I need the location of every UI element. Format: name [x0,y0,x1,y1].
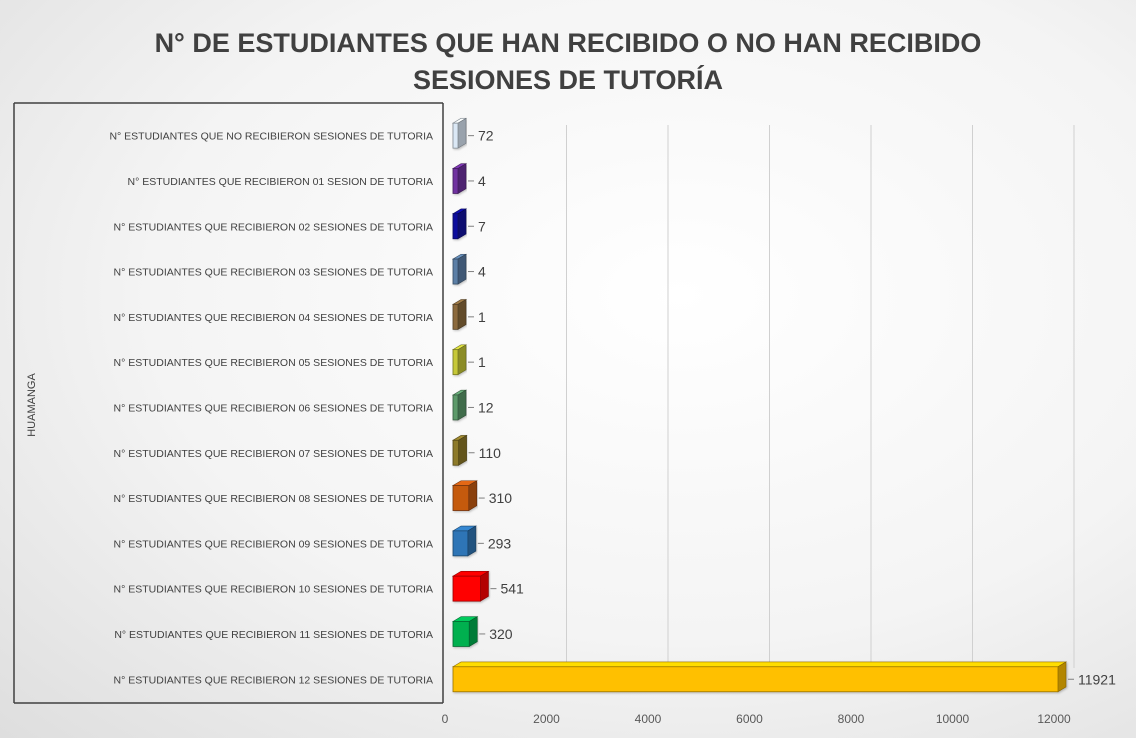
bar [451,661,1068,693]
bars [451,117,1068,693]
category-label: N° ESTUDIANTES QUE RECIBIERON 09 SESIONE… [114,538,433,550]
bar [451,616,479,647]
bar [451,208,468,240]
data-label: 12 [478,399,494,415]
category-label: N° ESTUDIANTES QUE RECIBIERON 12 SESIONE… [114,674,433,686]
data-label: 541 [500,581,524,597]
x-tick-label: 6000 [736,712,763,726]
chart-title-line-2: SESIONES DE TUTORÍA [413,64,723,95]
bar-side [457,344,467,376]
bar-front [452,213,459,240]
category-label: N° ESTUDIANTES QUE RECIBIERON 11 SESIONE… [114,629,433,641]
x-tick-label: 8000 [838,712,865,726]
bar-side [468,480,478,512]
category-label: N° ESTUDIANTES QUE RECIBIERON 04 SESIONE… [114,312,433,324]
bar [451,163,468,194]
bar-side [480,570,489,602]
group-label: HUAMANGA [26,373,38,437]
bar [451,389,468,421]
category-label: N° ESTUDIANTES QUE RECIBIERON 02 SESIONE… [114,221,433,233]
bar-front [452,394,459,421]
bar-front [452,530,469,557]
bar-front [452,439,459,466]
x-tick-label: 10000 [936,712,970,726]
category-labels: N° ESTUDIANTES QUE NO RECIBIERON SESIONE… [109,131,433,687]
bar-front [452,349,459,376]
data-label: 310 [489,490,513,506]
data-label: 4 [478,173,486,189]
bar [451,117,468,149]
bar-side [457,253,467,285]
x-tick-labels: 0 2000 4000 6000 8000 10000 12000 [442,712,1071,726]
data-label: 1 [478,354,486,370]
data-label: 320 [489,626,513,642]
bar-front [452,258,459,285]
data-label: 293 [488,535,512,551]
bar-side [467,525,477,557]
bar-side [468,616,478,647]
bar-front [452,621,470,647]
bar [451,525,477,557]
bar-side [457,163,467,194]
gridlines [566,125,1075,668]
bar-front [452,168,459,194]
category-label: N° ESTUDIANTES QUE RECIBIERON 03 SESIONE… [114,267,433,279]
bar-front [452,485,470,511]
bar [451,299,468,330]
category-label: N° ESTUDIANTES QUE RECIBIERON 05 SESIONE… [114,357,433,369]
bar-front [452,575,481,602]
bar-side [457,208,467,240]
data-label: 11921 [1078,671,1116,687]
bar-front [452,122,459,149]
x-tick-label: 12000 [1037,712,1071,726]
bar [451,253,468,285]
chart-title-line-1: N° DE ESTUDIANTES QUE HAN RECIBIDO O NO … [155,28,982,58]
data-label: 110 [479,445,502,461]
bar [451,344,468,376]
bar-side [457,117,467,149]
category-label: N° ESTUDIANTES QUE RECIBIERON 08 SESIONE… [114,493,433,505]
bar [451,570,490,602]
category-label: N° ESTUDIANTES QUE RECIBIERON 07 SESIONE… [114,448,433,460]
category-label: N° ESTUDIANTES QUE RECIBIERON 10 SESIONE… [114,584,433,596]
data-label: 4 [478,264,486,280]
bar [451,480,478,512]
bar [451,434,468,466]
data-label: 7 [478,218,486,234]
bar-front [452,666,1059,693]
data-label: 72 [478,128,494,144]
x-tick-label: 4000 [635,712,662,726]
bar-front [452,303,459,330]
bar-side [1057,661,1067,693]
bar-top [451,661,1068,668]
bar-side [457,389,467,421]
x-tick-label: 0 [442,712,449,726]
category-label: N° ESTUDIANTES QUE RECIBIERON 01 SESION … [128,176,433,188]
category-label: N° ESTUDIANTES QUE RECIBIERON 06 SESIONE… [114,402,433,414]
bar-side [458,434,467,466]
data-labels: 72 4 7 4 1 1 12 110 310 293 541 320 11921 [468,128,1116,687]
data-label: 1 [478,309,486,325]
x-tick-label: 2000 [533,712,560,726]
bar-side [457,299,467,330]
category-label: N° ESTUDIANTES QUE NO RECIBIERON SESIONE… [109,131,433,143]
